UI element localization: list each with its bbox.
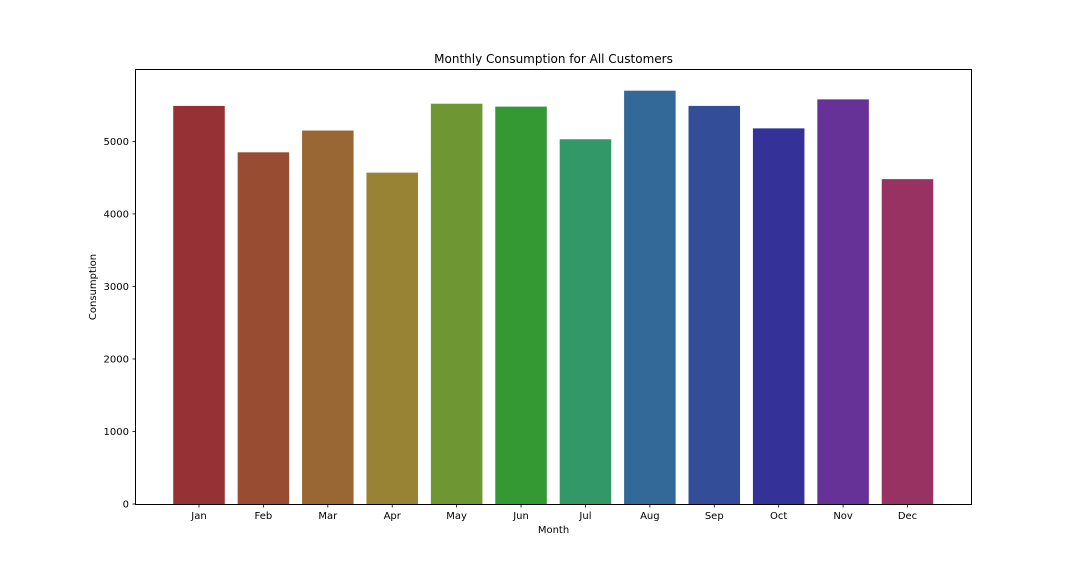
y-tick-label: 2000 (104, 354, 129, 365)
bar-jun (495, 106, 547, 505)
x-tick-label: Mar (318, 511, 338, 522)
y-axis-label: Consumption (88, 254, 99, 320)
y-tick-label: 5000 (104, 137, 129, 148)
x-tick-label: Feb (255, 511, 273, 522)
bar-dec (881, 179, 934, 504)
x-tick-label: Sep (705, 511, 724, 522)
bar-aug (624, 90, 676, 505)
bar-oct (752, 128, 805, 504)
x-axis-label: Month (538, 525, 569, 536)
bar-mar (302, 130, 354, 505)
x-tick-label: Jul (578, 511, 591, 522)
bar-apr (366, 172, 418, 505)
x-axis: Jan Feb Mar Apr May Jun Jul Aug Sep Oct Nov Dec (190, 504, 917, 522)
bar-jan (173, 105, 225, 504)
x-tick-label: Apr (384, 511, 402, 522)
bars-layer (173, 90, 934, 505)
plot-frame (135, 69, 972, 505)
x-tick-label: Jan (190, 511, 206, 522)
bar-feb (237, 152, 290, 505)
y-axis: 0 1000 2000 3000 4000 5000 (104, 137, 136, 511)
x-tick-label: Nov (833, 511, 853, 522)
y-tick-label: 3000 (104, 282, 129, 293)
x-tick-label: Aug (640, 511, 660, 522)
x-tick-label: May (446, 511, 467, 522)
y-tick-label: 4000 (104, 209, 129, 220)
chart-title: Monthly Consumption for All Customers (434, 52, 673, 66)
bar-may (430, 103, 483, 504)
bar-sep (688, 105, 741, 504)
x-tick-label: Oct (770, 511, 787, 522)
y-tick-label: 0 (123, 500, 129, 511)
bar-jul (559, 139, 612, 504)
x-tick-label: Dec (898, 511, 917, 522)
bar-nov (817, 99, 869, 505)
y-tick-label: 1000 (104, 427, 129, 438)
x-tick-label: Jun (512, 511, 529, 522)
